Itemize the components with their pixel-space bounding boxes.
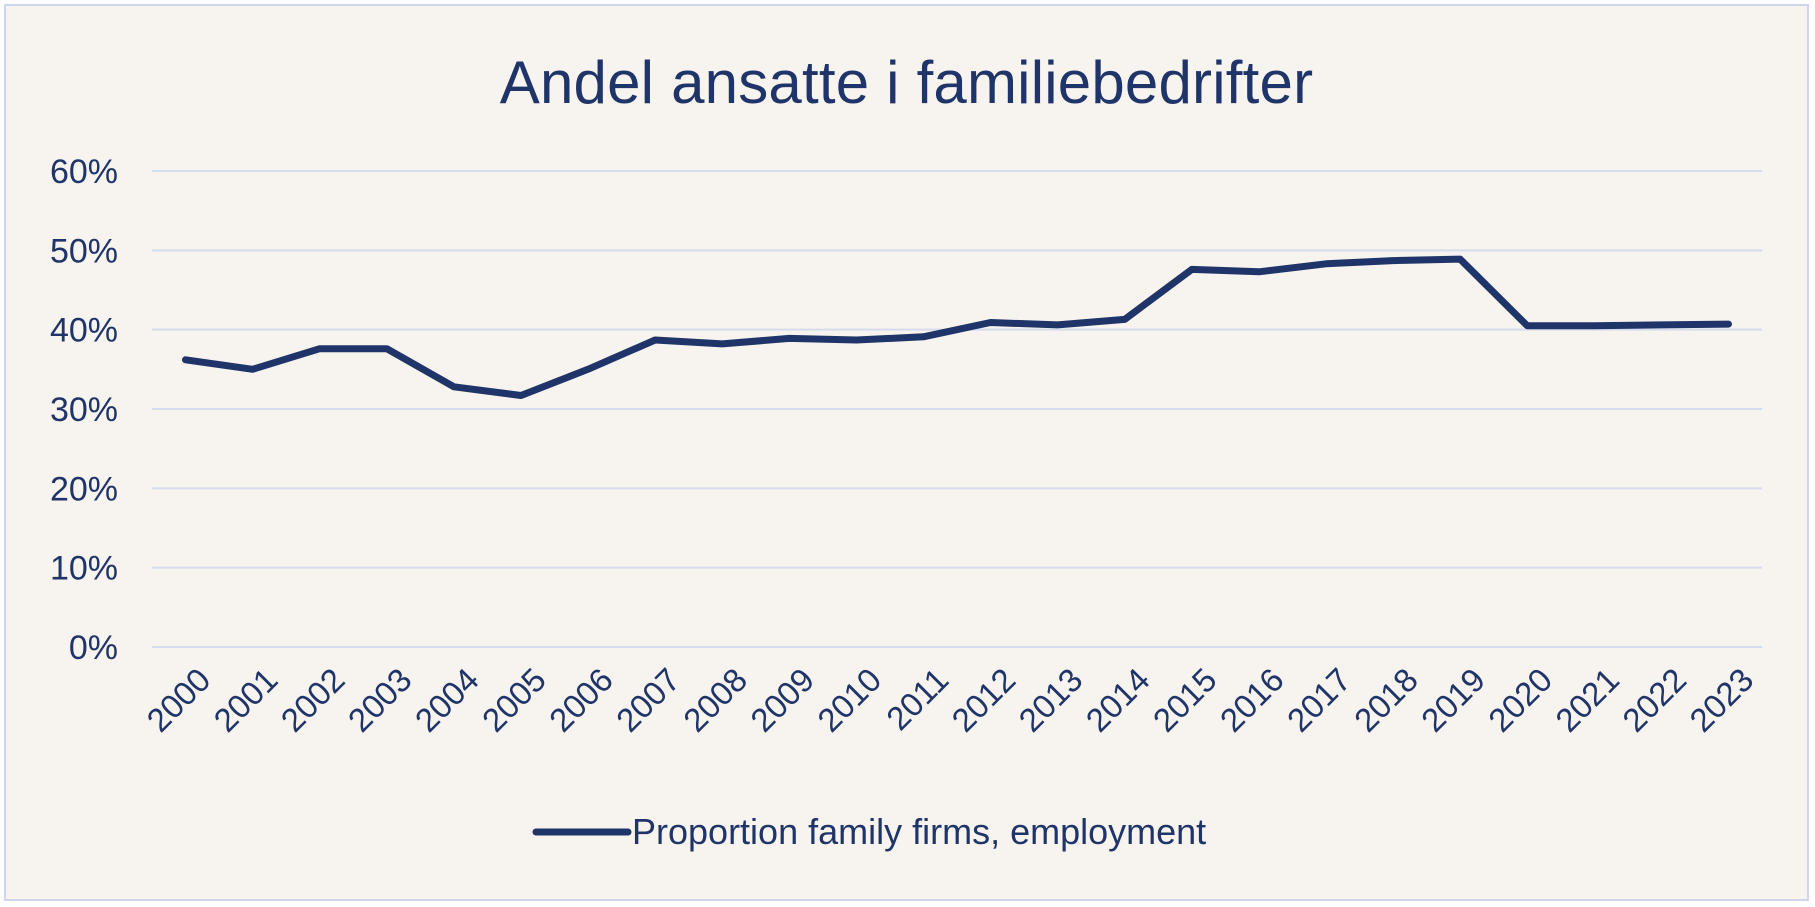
x-tick-label: 2019 [1414,661,1492,739]
data-point [719,340,726,347]
x-tick-label: 2010 [810,661,888,739]
x-tick-label: 2012 [944,661,1022,739]
series-layer [182,255,1732,399]
line-chart: 0%10%20%30%40%50%60% 2000200120022003200… [50,153,1762,852]
x-tick-label: 2009 [743,661,821,739]
series-line-0 [182,255,1732,399]
y-tick-label: 10% [50,550,118,588]
x-tick-label: 2008 [676,661,754,739]
data-point [652,336,659,343]
y-tick-label: 0% [69,629,118,667]
data-point [316,345,323,352]
x-tick-label: 2015 [1146,661,1224,739]
x-tick-label: 2020 [1481,661,1559,739]
x-tick-label: 2005 [475,661,553,739]
x-tick-label: 2000 [139,661,217,739]
x-axis: 2000200120022003200420052006200720082009… [139,661,1760,739]
data-point [1524,322,1531,329]
y-tick-label: 40% [50,312,118,350]
data-point [786,335,793,342]
data-point [1390,257,1397,264]
data-point [1591,322,1598,329]
x-tick-label: 2014 [1079,661,1157,739]
data-point [1054,321,1061,328]
x-tick-label: 2016 [1213,661,1291,739]
x-tick-label: 2013 [1011,661,1089,739]
data-point [450,383,457,390]
y-axis: 0% 10% 20% 30% 40% 50% 60% [50,153,118,667]
x-tick-label: 2018 [1347,661,1425,739]
x-tick-label: 2023 [1682,661,1760,739]
data-point [1725,321,1732,328]
data-point [1322,260,1329,267]
y-tick-label: 20% [50,470,118,508]
x-tick-label: 2011 [879,661,955,737]
data-point [1255,268,1262,275]
data-point [1658,321,1665,328]
data-point [853,336,860,343]
gridlines [152,170,1762,648]
y-tick-label: 50% [50,232,118,270]
legend-label: Proportion family firms, employment [632,811,1206,852]
data-point [249,366,256,373]
data-point [1121,316,1128,323]
x-tick-label: 2022 [1615,661,1693,739]
data-point [1457,256,1464,263]
x-tick-label: 2021 [1548,661,1626,739]
data-point [1188,266,1195,273]
x-tick-label: 2017 [1280,661,1358,739]
x-tick-label: 2007 [609,661,687,739]
data-point [182,356,189,363]
y-tick-label: 30% [50,391,118,429]
legend: Proportion family firms, employment [532,811,1206,852]
x-tick-label: 2003 [341,661,419,739]
x-tick-label: 2006 [542,661,620,739]
data-point [585,366,592,373]
chart-title: Andel ansatte i familiebedrifter [499,49,1314,116]
y-tick-label: 60% [50,153,118,191]
x-tick-label: 2002 [274,661,352,739]
x-tick-label: 2001 [206,661,284,739]
chart-frame: Andel ansatte i familiebedrifter 0% 10% 20… [4,4,1809,901]
data-point [383,345,390,352]
data-point [987,319,994,326]
data-point [920,333,927,340]
x-tick-label: 2004 [408,661,486,739]
data-point [517,392,524,399]
